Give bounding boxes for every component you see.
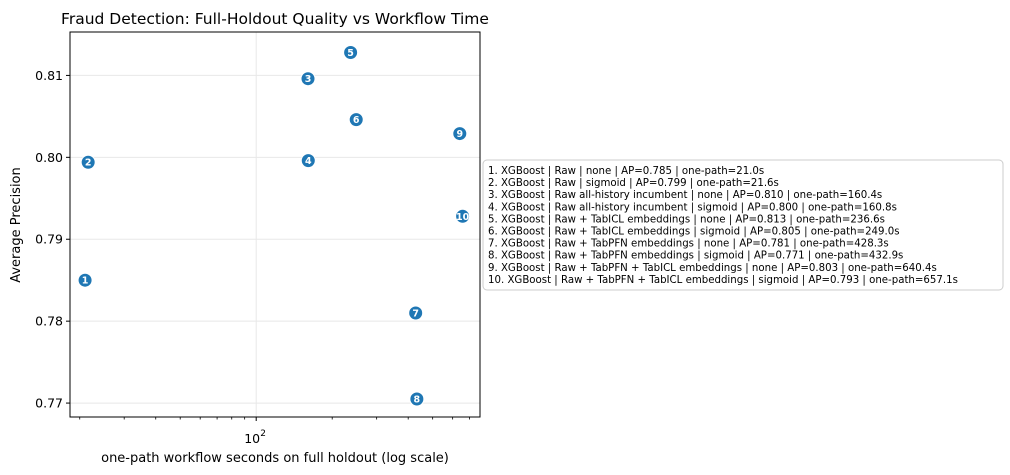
data-point-label: 7 xyxy=(412,308,419,319)
data-point-label: 3 xyxy=(305,74,312,85)
data-point xyxy=(300,153,316,169)
grid xyxy=(70,32,480,417)
y-tick-label: 0.77 xyxy=(35,396,63,411)
y-tick-label: 0.80 xyxy=(35,150,63,165)
data-point xyxy=(77,272,93,288)
legend-entry: 6. XGBoost | Raw + TabICL embeddings | s… xyxy=(488,227,900,238)
legend-entry: 3. XGBoost | Raw all-history incumbent |… xyxy=(488,190,882,201)
x-tick-exponent: 2 xyxy=(260,429,266,439)
y-tick-label: 0.81 xyxy=(35,68,63,83)
chart-title: Fraud Detection: Full-Holdout Quality vs… xyxy=(61,10,489,28)
x-axis-ticks: 10 2 xyxy=(244,417,266,446)
legend-entry: 7. XGBoost | Raw + TabPFN embeddings | n… xyxy=(488,239,889,250)
data-point-label: 8 xyxy=(414,394,421,405)
data-point xyxy=(343,44,359,60)
y-tick-label: 0.79 xyxy=(35,232,63,247)
data-points: 1 2 3 4 5 6 7 8 9 10 xyxy=(77,44,471,407)
data-point xyxy=(452,126,468,142)
x-tick-label: 10 xyxy=(244,431,260,446)
legend-entry: 8. XGBoost | Raw + TabPFN embeddings | s… xyxy=(488,251,903,262)
data-point xyxy=(408,305,424,321)
legend-entry: 4. XGBoost | Raw all-history incumbent |… xyxy=(488,202,897,213)
data-point xyxy=(300,71,316,87)
legend: 1. XGBoost | Raw | none | AP=0.785 | one… xyxy=(488,166,958,286)
legend-entry: 9. XGBoost | Raw + TabPFN + TabICL embed… xyxy=(488,263,937,274)
y-axis-label: Average Precision xyxy=(9,167,24,283)
data-point-label: 9 xyxy=(456,129,463,140)
legend-entry: 2. XGBoost | Raw | sigmoid | AP=0.799 | … xyxy=(488,178,779,189)
plot-area xyxy=(69,31,481,418)
y-tick-label: 0.78 xyxy=(35,314,63,329)
data-point-label: 10 xyxy=(456,212,470,223)
x-axis-label: one-path workflow seconds on full holdou… xyxy=(101,451,449,466)
data-point-label: 4 xyxy=(305,156,312,167)
data-point xyxy=(455,208,471,224)
data-point-label: 2 xyxy=(85,158,92,169)
y-axis-ticks: 0.77 0.78 0.79 0.80 0.81 xyxy=(35,68,70,411)
data-point xyxy=(80,154,96,170)
legend-entry: 1. XGBoost | Raw | none | AP=0.785 | one… xyxy=(488,166,764,177)
legend-box xyxy=(482,159,1004,291)
data-point xyxy=(409,391,425,407)
data-point-label: 6 xyxy=(353,115,360,126)
legend-entry: 10. XGBoost | Raw + TabPFN + TabICL embe… xyxy=(488,275,958,286)
data-point-label: 5 xyxy=(347,48,354,59)
data-point xyxy=(348,112,364,128)
legend-entry: 5. XGBoost | Raw + TabICL embeddings | n… xyxy=(488,214,885,225)
data-point-label: 1 xyxy=(82,276,89,287)
